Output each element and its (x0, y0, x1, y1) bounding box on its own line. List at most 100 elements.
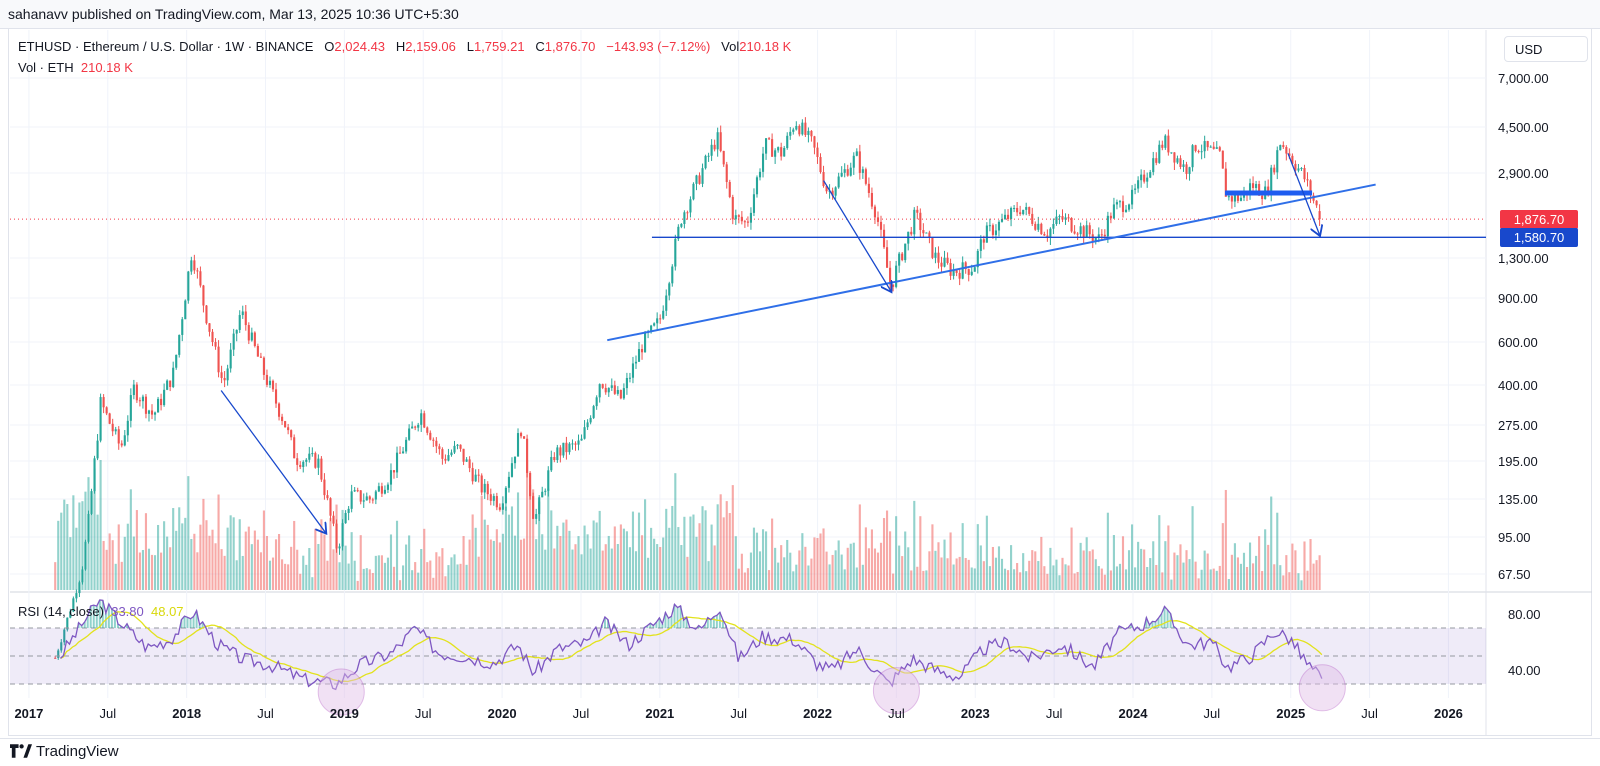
candle-body (725, 164, 728, 182)
candle-body (1218, 147, 1221, 151)
volume-bar (1103, 574, 1106, 590)
volume-bar (456, 564, 459, 590)
candle-body (1191, 145, 1194, 168)
y-tick-label: 400.00 (1498, 378, 1538, 393)
volume-bar (940, 557, 943, 590)
candle-body (634, 361, 638, 364)
volume-bar (108, 533, 111, 590)
volume-bar (293, 520, 296, 590)
tradingview-logo-icon[interactable] (10, 744, 32, 758)
volume-bar (265, 536, 269, 590)
candle-body (111, 423, 114, 432)
volume-bar (471, 514, 474, 590)
volume-bar (1248, 542, 1252, 590)
candle-body (302, 461, 305, 468)
rsi-line (60, 599, 1323, 691)
volume-bar (1006, 570, 1010, 590)
volume-bar (1097, 566, 1100, 590)
candle-body (870, 192, 873, 207)
volume-bar (991, 546, 994, 590)
candle-body (855, 151, 858, 156)
candle-body (565, 442, 568, 453)
volume-bar (1064, 564, 1067, 590)
volume-bar (653, 538, 656, 590)
rsi-ma-line (60, 611, 1323, 683)
candle-body (1279, 145, 1282, 151)
candle-body (392, 470, 396, 473)
volume-bar (535, 539, 538, 590)
volume-bar (1028, 560, 1031, 590)
volume-bar (519, 539, 523, 590)
volume-bar (879, 542, 883, 590)
volume-bar (997, 546, 1001, 590)
volume-bar (438, 556, 441, 590)
candle-body (804, 122, 807, 135)
level-price-badge: 1,580.70 (1500, 228, 1578, 248)
volume-bar (898, 545, 901, 590)
candle-body (807, 130, 810, 135)
candle-body (1167, 135, 1170, 153)
candle-body (571, 443, 574, 445)
volume-bar (78, 502, 81, 590)
candle-body (780, 147, 783, 157)
candle-body (991, 225, 994, 235)
volume-bar (441, 548, 444, 590)
footer-brand[interactable]: TradingView (36, 743, 119, 760)
candle-body (1273, 167, 1276, 173)
candle-body (713, 144, 716, 150)
volume-bar (749, 552, 752, 590)
candle-body (214, 342, 217, 347)
candle-body (377, 486, 380, 492)
candle-body (659, 318, 662, 320)
candle-body (414, 426, 417, 428)
volume-bar (411, 570, 414, 590)
volume-bar (674, 473, 677, 590)
candle-body (765, 138, 768, 154)
volume-bar (417, 572, 420, 590)
volume-bar (607, 535, 610, 590)
close-value: 1,876.70 (544, 39, 596, 54)
volume-bar (311, 577, 314, 590)
candle-body (1043, 234, 1046, 236)
volume-bar (1152, 541, 1155, 590)
candle-body (982, 239, 985, 243)
candle-body (1318, 211, 1321, 220)
candle-body (144, 396, 148, 414)
volume-bar (683, 516, 686, 590)
volume-bar (1143, 549, 1146, 590)
candle-body (1006, 214, 1010, 220)
candle-body (810, 130, 813, 137)
volume-bar (1034, 551, 1037, 590)
volume-bar (1100, 568, 1103, 590)
candle-body (1258, 184, 1261, 196)
volume-bar (994, 557, 998, 590)
volume-legend-value: 210.18 K (80, 60, 133, 75)
candle-body (389, 470, 393, 485)
volume-bar (1055, 559, 1058, 590)
volume-bar (371, 572, 374, 590)
currency-selector[interactable]: USD (1504, 36, 1588, 62)
candle-body (268, 380, 272, 385)
volume-bar (1082, 550, 1085, 590)
volume-bar (1315, 560, 1318, 590)
candle-body (1118, 201, 1122, 203)
volume-bar (553, 548, 556, 590)
volume-bar (208, 535, 211, 590)
volume-bar (420, 549, 423, 590)
volume-bar (538, 501, 541, 590)
candle-body (126, 420, 129, 436)
candle-body (359, 490, 362, 502)
volume-bar (190, 538, 193, 590)
candle-body (640, 349, 644, 353)
candle-body (1049, 228, 1052, 238)
candle-body (1200, 151, 1203, 153)
candle-body (861, 169, 864, 173)
candle-body (1003, 214, 1007, 220)
rsi-highlight-circle (872, 667, 920, 715)
volume-bar (1131, 524, 1134, 590)
volume-bar (299, 573, 302, 590)
candle-body (692, 183, 695, 200)
candle-body (752, 194, 756, 213)
volume-bar (937, 542, 940, 590)
